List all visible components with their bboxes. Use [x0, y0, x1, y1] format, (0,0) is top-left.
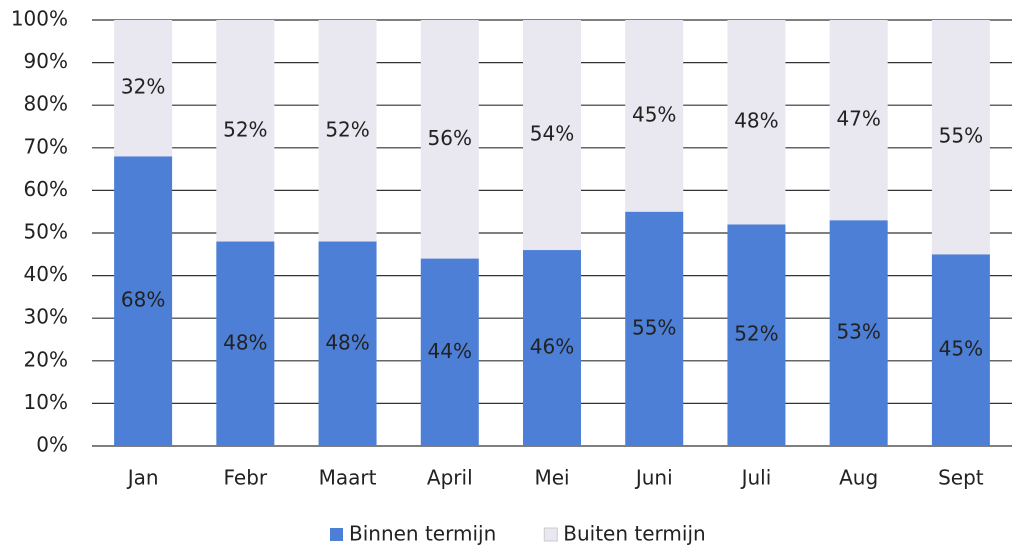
- legend-label: Buiten termijn: [563, 522, 705, 546]
- bar-segment: [114, 20, 173, 157]
- data-label: 52%: [734, 322, 778, 346]
- data-label: 52%: [325, 117, 369, 141]
- bar-segment: [931, 20, 990, 255]
- bar-segment: [216, 20, 275, 242]
- y-tick-label: 90%: [24, 49, 68, 73]
- bar-segment: [931, 254, 990, 446]
- bar-segment: [523, 20, 581, 251]
- data-label: 32%: [121, 75, 165, 99]
- data-label: 53%: [836, 320, 880, 344]
- legend-swatch: [543, 527, 558, 542]
- data-label: 48%: [325, 330, 369, 354]
- data-label: 48%: [734, 109, 778, 133]
- x-tick-label: April: [427, 466, 473, 490]
- data-label: 54%: [530, 122, 574, 146]
- bar-segment: [727, 20, 786, 225]
- bar-segment: [114, 156, 173, 446]
- legend-swatch: [330, 528, 343, 541]
- x-tick-label: Febr: [224, 466, 268, 490]
- data-label: 45%: [632, 102, 676, 126]
- bar-segment: [420, 258, 479, 446]
- data-label: 52%: [223, 117, 267, 141]
- data-label: 48%: [223, 330, 267, 354]
- y-tick-label: 100%: [11, 7, 68, 31]
- bar-segment: [318, 241, 377, 446]
- y-tick-label: 20%: [24, 347, 68, 371]
- bar-segment: [216, 241, 275, 446]
- x-tick-label: Mei: [534, 466, 569, 490]
- y-tick-label: 30%: [24, 305, 68, 329]
- y-tick-label: 10%: [24, 390, 68, 414]
- y-tick-label: 0%: [36, 433, 68, 457]
- bar-segment: [829, 220, 888, 446]
- y-tick-label: 60%: [24, 177, 68, 201]
- x-tick-label: Juni: [634, 466, 673, 490]
- x-tick-label: Jan: [126, 466, 159, 490]
- data-label: 47%: [836, 107, 880, 131]
- legend-label: Binnen termijn: [349, 522, 496, 546]
- x-tick-label: Sept: [938, 466, 984, 490]
- x-tick-label: Maart: [319, 466, 377, 490]
- bar-segment: [727, 224, 786, 446]
- data-label: 68%: [121, 288, 165, 312]
- bar-segment: [625, 20, 684, 212]
- bar-segment: [523, 250, 581, 446]
- data-label: 55%: [939, 124, 983, 148]
- data-label: 46%: [530, 335, 574, 359]
- bar-segment: [420, 20, 479, 259]
- x-tick-label: Juli: [740, 466, 772, 490]
- y-tick-label: 40%: [24, 262, 68, 286]
- data-label: 45%: [939, 337, 983, 361]
- data-label: 56%: [428, 126, 472, 150]
- bar-segment: [829, 20, 888, 221]
- data-label: 55%: [632, 315, 676, 339]
- x-tick-label: Aug: [839, 466, 878, 490]
- y-tick-label: 80%: [24, 92, 68, 116]
- y-tick-label: 50%: [24, 220, 68, 244]
- data-label: 44%: [428, 339, 472, 363]
- bar-segment: [625, 211, 684, 446]
- y-tick-label: 70%: [24, 134, 68, 158]
- bar-segment: [318, 20, 377, 242]
